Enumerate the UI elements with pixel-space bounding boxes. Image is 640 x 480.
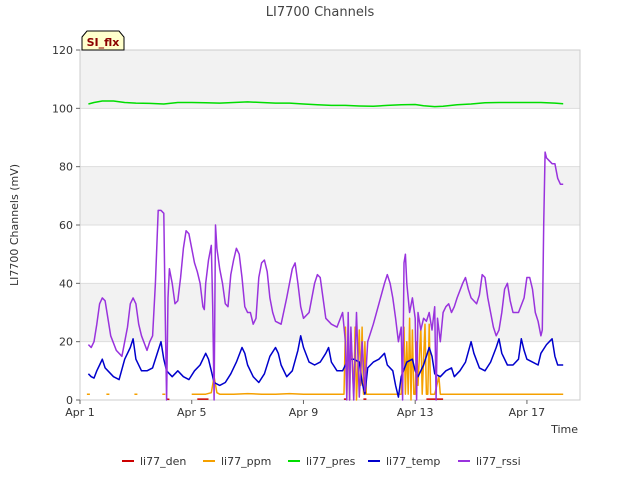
site-badge-label: SI_flx [87, 36, 120, 49]
x-tick-label-5: Apr 5 [177, 406, 207, 419]
y-tick-label-60: 60 [59, 219, 73, 232]
series-line-li77_pres [88, 100, 564, 108]
site-badge-shape [81, 30, 125, 51]
legend-label-li77_rssi: li77_rssi [476, 455, 521, 468]
x-tick-label-9: Apr 9 [289, 406, 319, 419]
background-bands [80, 50, 580, 342]
y-tick-label-0: 0 [66, 394, 73, 407]
legend-label-li77_den: li77_den [140, 455, 186, 468]
band-20-40 [80, 283, 580, 342]
y-tick-label-120: 120 [52, 44, 73, 57]
y-axis-label: LI7700 Channels (mV) [8, 164, 21, 286]
series-line-li77_ppm [86, 317, 564, 401]
x-tick-label-1: Apr 1 [65, 406, 95, 419]
x-tick-label-13: Apr 13 [397, 406, 434, 419]
legend-label-li77_ppm: li77_ppm [221, 455, 271, 468]
y-tick-label-80: 80 [59, 161, 73, 174]
legend: li77_den li77_ppm li77_pres li77_temp li77_r… [122, 455, 521, 468]
band-60-80 [80, 166, 580, 225]
x-axis-label: Time [550, 423, 578, 436]
series-layer [86, 100, 564, 401]
y-tick-label-20: 20 [59, 336, 73, 349]
band-100-120 [80, 50, 580, 109]
legend-label-li77_temp: li77_temp [386, 455, 440, 468]
y-tick-label-40: 40 [59, 277, 73, 290]
series-line-li77_rssi [87, 151, 564, 401]
legend-label-li77_pres: li77_pres [306, 455, 356, 468]
chart-title: LI7700 Channels [266, 5, 375, 20]
y-tick-label-100: 100 [52, 102, 73, 115]
site-badge: SI_flx [81, 30, 125, 51]
x-tick-label-17: Apr 17 [509, 406, 546, 419]
axes: 0 20 40 60 80 100 120 Apr 1 Apr 5 Apr 9 Apr 13 Apr … [52, 44, 545, 419]
series-line-li77_temp [87, 335, 564, 398]
